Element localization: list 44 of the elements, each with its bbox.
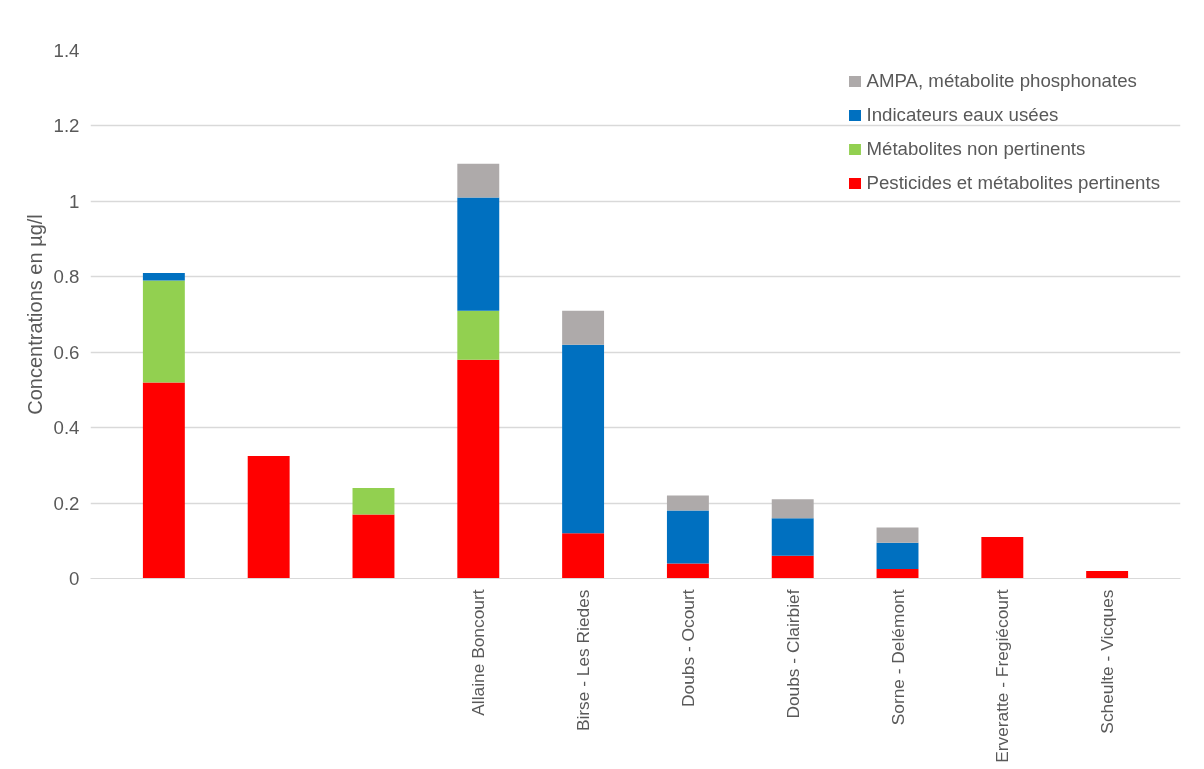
bar	[562, 533, 605, 579]
bar	[142, 280, 185, 383]
x-tick-label: Allaine Boncourt	[468, 589, 489, 716]
y-tick-label: 1.4	[53, 40, 80, 61]
bar	[142, 273, 185, 281]
bar	[562, 344, 605, 534]
y-tick-label: 0.8	[53, 266, 80, 288]
bar	[457, 163, 500, 198]
y-tick-label: 1.2	[53, 115, 80, 137]
x-tick-label: Sorne - Delémont	[887, 589, 908, 726]
y-axis-title: Concentrations en µg/l	[23, 214, 46, 415]
x-tick-label: Birse - Les Riedes	[573, 589, 594, 732]
bar	[352, 514, 395, 579]
bar	[457, 197, 500, 311]
x-tick-label: Doubs - Ocourt	[677, 589, 698, 707]
bar	[352, 487, 395, 515]
x-tick-label: Erveratte - Fregiécourt	[992, 589, 1013, 763]
bar	[876, 542, 919, 570]
legend-label: AMPA, métabolite phosphonates	[866, 70, 1137, 92]
bar	[247, 455, 290, 579]
bar	[142, 382, 185, 579]
bar	[981, 537, 1024, 579]
legend-label: Pesticides et métabolites pertinents	[866, 172, 1160, 194]
legend-label: Indicateurs eaux usées	[866, 104, 1059, 126]
bar	[457, 359, 500, 579]
bar	[666, 563, 709, 579]
x-tick-label: Doubs - Clairbief	[782, 589, 803, 719]
bar	[771, 518, 814, 556]
y-tick-label: 1	[69, 190, 80, 212]
legend-label: Métabolites non pertinents	[866, 138, 1086, 160]
y-tick-label: 0.4	[53, 417, 80, 439]
bar	[1086, 570, 1129, 579]
bar	[771, 499, 814, 519]
x-tick-label: Scheulte - Vicques	[1097, 589, 1118, 734]
bar	[771, 555, 814, 579]
y-tick-label: 0.2	[53, 492, 80, 514]
bar	[876, 569, 919, 579]
bar	[562, 310, 605, 345]
bar	[666, 495, 709, 511]
y-tick-label: 0.6	[53, 341, 80, 363]
y-tick-label: 0	[69, 568, 80, 589]
bar	[666, 510, 709, 564]
bar	[457, 310, 500, 360]
bar	[876, 527, 919, 543]
